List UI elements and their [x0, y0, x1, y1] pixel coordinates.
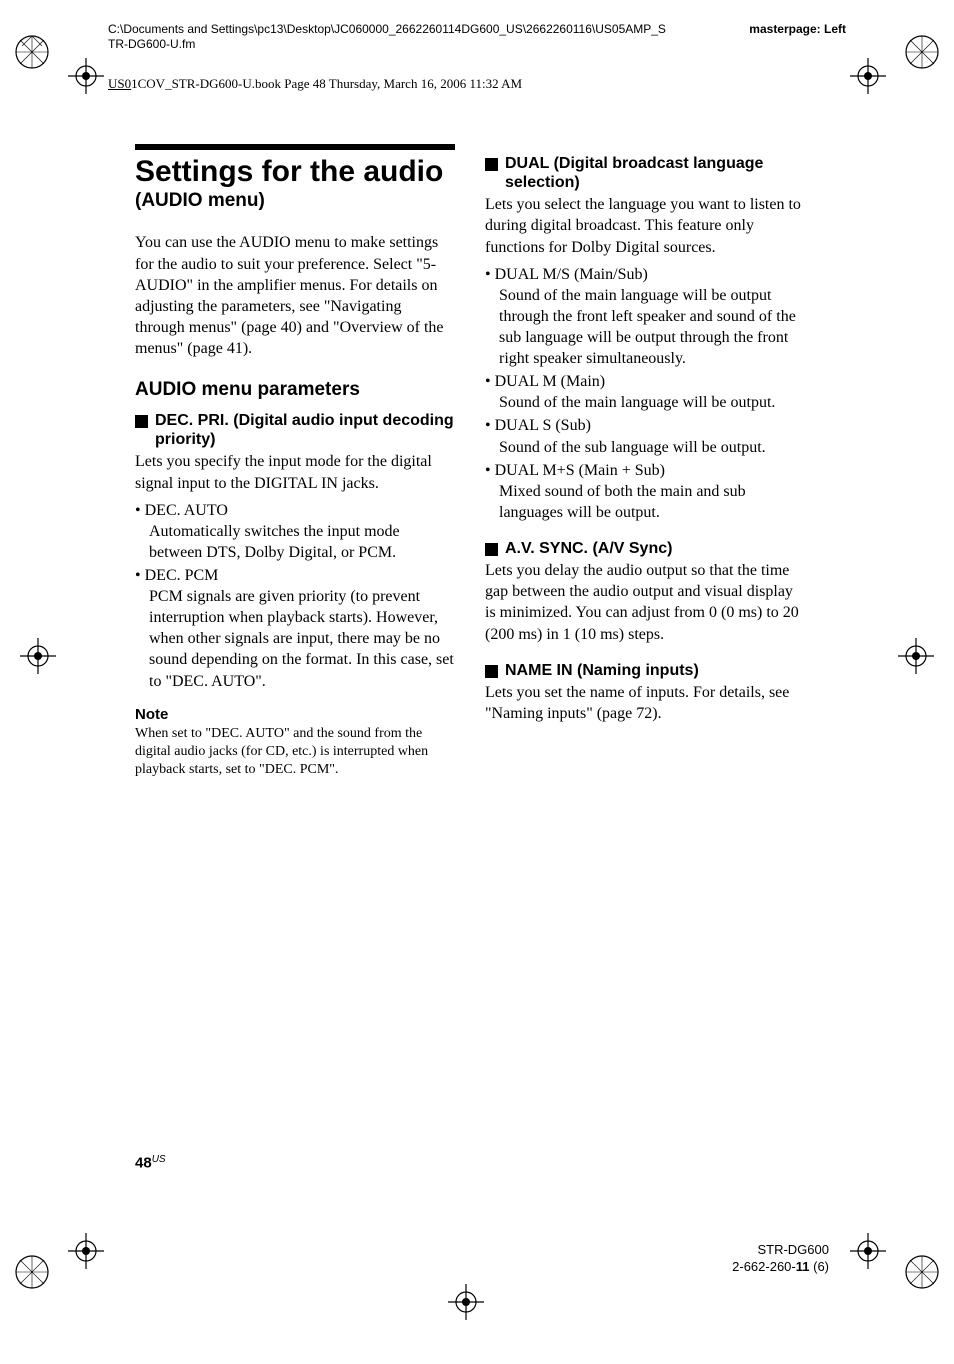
registration-mark-icon: [68, 1233, 104, 1269]
subsection-body: Lets you specify the input mode for the …: [135, 451, 455, 493]
subsection-av-sync: A.V. SYNC. (A/V Sync): [485, 539, 805, 558]
header-meta: C:\Documents and Settings\pc13\Desktop\J…: [108, 22, 846, 52]
book-line: US01COV_STR-DG600-U.book Page 48 Thursda…: [108, 76, 522, 92]
subsection-dec-pri: DEC. PRI. (Digital audio input decoding …: [135, 411, 455, 449]
page-title: Settings for the audio: [135, 156, 455, 188]
list-item-desc: PCM signals are given priority (to preve…: [149, 586, 455, 692]
subsection-dual: DUAL (Digital broadcast language selecti…: [485, 154, 805, 192]
registration-mark-icon: [68, 58, 104, 94]
subsection-body: Lets you select the language you want to…: [485, 194, 805, 257]
dec-pri-list: DEC. AUTO Automatically switches the inp…: [135, 500, 455, 692]
left-column: Settings for the audio (AUDIO menu) You …: [135, 144, 455, 779]
list-item: DEC. AUTO Automatically switches the inp…: [135, 500, 455, 563]
subsection-title: NAME IN (Naming inputs): [505, 661, 699, 680]
page-subtitle: (AUDIO menu): [135, 190, 455, 212]
note-body: When set to "DEC. AUTO" and the sound fr…: [135, 725, 455, 780]
dual-list: DUAL M/S (Main/Sub) Sound of the main la…: [485, 264, 805, 523]
book-line-underlined: US0: [108, 76, 131, 91]
subsection-title: DEC. PRI. (Digital audio input decoding …: [155, 411, 455, 449]
subsection-name-in: NAME IN (Naming inputs): [485, 661, 805, 680]
subsection-body: Lets you set the name of inputs. For det…: [485, 682, 805, 724]
registration-mark-icon: [448, 1284, 484, 1320]
section-heading: AUDIO menu parameters: [135, 379, 455, 401]
list-item-label: DEC. AUTO: [145, 502, 228, 519]
intro-text: You can use the AUDIO menu to make setti…: [135, 232, 455, 359]
file-path: C:\Documents and Settings\pc13\Desktop\J…: [108, 22, 668, 52]
list-item: DEC. PCM PCM signals are given priority …: [135, 565, 455, 692]
square-bullet-icon: [485, 543, 498, 556]
list-item: DUAL M (Main) Sound of the main language…: [485, 371, 805, 413]
page-number-value: 48: [135, 1155, 152, 1172]
list-item-desc: Sound of the main language will be outpu…: [499, 285, 805, 369]
subsection-body: Lets you delay the audio output so that …: [485, 560, 805, 644]
list-item: DUAL M+S (Main + Sub) Mixed sound of bot…: [485, 460, 805, 523]
list-item-desc: Sound of the main language will be outpu…: [499, 392, 805, 413]
list-item-label: DUAL M (Main): [495, 373, 606, 390]
registration-mark-icon: [850, 1233, 886, 1269]
registration-mark-icon: [850, 58, 886, 94]
square-bullet-icon: [485, 665, 498, 678]
footer-docno-suf: (6): [810, 1259, 830, 1274]
subsection-title: A.V. SYNC. (A/V Sync): [505, 539, 672, 558]
square-bullet-icon: [485, 158, 498, 171]
list-item-desc: Automatically switches the input mode be…: [149, 521, 455, 563]
crop-mark-icon: [10, 30, 54, 74]
list-item-label: DUAL M/S (Main/Sub): [495, 266, 648, 283]
footer-docno-bold: 11: [796, 1259, 810, 1274]
list-item: DUAL M/S (Main/Sub) Sound of the main la…: [485, 264, 805, 370]
intro-paragraph: You can use the AUDIO menu to make setti…: [135, 232, 455, 359]
square-bullet-icon: [135, 415, 148, 428]
list-item-desc: Mixed sound of both the main and sub lan…: [499, 481, 805, 523]
book-line-rest: 1COV_STR-DG600-U.book Page 48 Thursday, …: [131, 76, 522, 91]
page-number: 48US: [135, 1154, 166, 1172]
registration-mark-icon: [20, 638, 56, 674]
list-item: DUAL S (Sub) Sound of the sub language w…: [485, 415, 805, 457]
note-heading: Note: [135, 706, 455, 723]
list-item-label: DUAL M+S (Main + Sub): [495, 462, 665, 479]
footer-docno: 2-662-260-11 (6): [732, 1259, 829, 1276]
crop-mark-icon: [900, 1250, 944, 1294]
footer-model-name: STR-DG600: [732, 1242, 829, 1259]
crop-mark-icon: [10, 1250, 54, 1294]
crop-mark-icon: [900, 30, 944, 74]
list-item-desc: Sound of the sub language will be output…: [499, 437, 805, 458]
title-rule: [135, 144, 455, 150]
page-region: US: [152, 1154, 166, 1165]
masterpage-label: masterpage: Left: [749, 22, 846, 37]
content-area: Settings for the audio (AUDIO menu) You …: [135, 144, 815, 779]
list-item-label: DEC. PCM: [145, 567, 219, 584]
right-column: DUAL (Digital broadcast language selecti…: [485, 144, 805, 779]
registration-mark-icon: [898, 638, 934, 674]
footer-docno-pre: 2-662-260-: [732, 1259, 796, 1274]
subsection-title: DUAL (Digital broadcast language selecti…: [505, 154, 805, 192]
list-item-label: DUAL S (Sub): [495, 417, 591, 434]
footer-model-block: STR-DG600 2-662-260-11 (6): [732, 1242, 829, 1276]
